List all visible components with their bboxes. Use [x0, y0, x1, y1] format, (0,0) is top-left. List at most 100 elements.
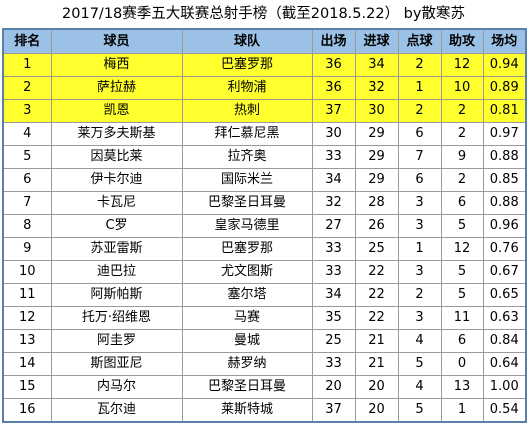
player-cell: 斯图亚尼	[50, 352, 183, 376]
player-cell: 迪巴拉	[50, 260, 183, 284]
team-cell: 拜仁慕尼黑	[181, 122, 313, 146]
rank-cell: 1	[2, 53, 52, 77]
apps-cell: 25	[311, 329, 356, 353]
rank-cell: 2	[2, 76, 52, 100]
goals-cell: 29	[354, 168, 399, 192]
goals-cell: 22	[354, 306, 399, 330]
player-cell: 苏亚雷斯	[50, 237, 183, 261]
table-row: 1 梅西 巴塞罗那 36 34 2 12 0.94	[2, 53, 527, 77]
average-cell: 0.84	[482, 329, 527, 353]
player-cell: 萨拉赫	[50, 76, 183, 100]
penalties-cell: 7	[397, 145, 442, 169]
table-header-row: 排名 球员 球队 出场 进球 点球 助攻 场均	[2, 28, 527, 54]
table-row: 12 托万·绍维恩 马赛 35 22 3 11 0.63	[2, 306, 527, 330]
goals-cell: 21	[354, 329, 399, 353]
penalties-cell: 1	[397, 237, 442, 261]
team-cell: 利物浦	[181, 76, 313, 100]
player-cell: 阿圭罗	[50, 329, 183, 353]
assists-cell: 11	[440, 306, 484, 330]
column-header-goals: 进球	[354, 28, 399, 54]
goals-cell: 20	[354, 375, 399, 399]
penalties-cell: 1	[397, 76, 442, 100]
average-cell: 0.63	[482, 306, 527, 330]
table-row: 7 卡瓦尼 巴黎圣日耳曼 32 28 3 6 0.88	[2, 191, 527, 215]
team-cell: 赫罗纳	[181, 352, 313, 376]
player-cell: 内马尔	[50, 375, 183, 399]
average-cell: 0.88	[482, 191, 527, 215]
column-header-apps: 出场	[311, 28, 356, 54]
apps-cell: 37	[311, 398, 356, 423]
assists-cell: 2	[440, 122, 484, 146]
page-title: 2017/18赛季五大联赛总射手榜（截至2018.5.22） by散寒苏	[62, 6, 465, 22]
penalties-cell: 3	[397, 306, 442, 330]
assists-cell: 2	[440, 99, 484, 123]
average-cell: 0.64	[482, 352, 527, 376]
column-header-penalties: 点球	[397, 28, 442, 54]
team-cell: 拉齐奥	[181, 145, 313, 169]
column-header-rank: 排名	[2, 28, 52, 54]
player-cell: 托万·绍维恩	[50, 306, 183, 330]
goals-cell: 20	[354, 398, 399, 423]
team-cell: 巴黎圣日耳曼	[181, 191, 313, 215]
rank-cell: 8	[2, 214, 52, 238]
team-cell: 热刺	[181, 99, 313, 123]
goals-cell: 29	[354, 145, 399, 169]
team-cell: 莱斯特城	[181, 398, 313, 423]
rank-cell: 4	[2, 122, 52, 146]
rank-cell: 9	[2, 237, 52, 261]
penalties-cell: 4	[397, 329, 442, 353]
table-row: 3 凯恩 热刺 37 30 2 2 0.81	[2, 99, 527, 123]
rank-cell: 7	[2, 191, 52, 215]
assists-cell: 12	[440, 53, 484, 77]
team-cell: 马赛	[181, 306, 313, 330]
player-cell: 梅西	[50, 53, 183, 77]
penalties-cell: 2	[397, 283, 442, 307]
average-cell: 0.76	[482, 237, 527, 261]
average-cell: 0.97	[482, 122, 527, 146]
goals-cell: 34	[354, 53, 399, 77]
rank-cell: 15	[2, 375, 52, 399]
team-cell: 巴黎圣日耳曼	[181, 375, 313, 399]
apps-cell: 33	[311, 352, 356, 376]
assists-cell: 2	[440, 168, 484, 192]
table-row: 13 阿圭罗 曼城 25 21 4 6 0.84	[2, 329, 527, 353]
assists-cell: 1	[440, 398, 484, 423]
apps-cell: 35	[311, 306, 356, 330]
assists-cell: 10	[440, 76, 484, 100]
table-row: 14 斯图亚尼 赫罗纳 33 21 5 0 0.64	[2, 352, 527, 376]
column-header-player: 球员	[50, 28, 183, 54]
table-row: 4 莱万多夫斯基 拜仁慕尼黑 30 29 6 2 0.97	[2, 122, 527, 146]
assists-cell: 9	[440, 145, 484, 169]
rank-cell: 11	[2, 283, 52, 307]
assists-cell: 5	[440, 260, 484, 284]
top-scorers-table: 排名 球员 球队 出场 进球 点球 助攻 场均 1 梅西 巴塞罗那 36 34 2 12 0.…	[2, 28, 527, 423]
team-cell: 塞尔塔	[181, 283, 313, 307]
penalties-cell: 2	[397, 53, 442, 77]
column-header-assists: 助攻	[440, 28, 484, 54]
apps-cell: 34	[311, 168, 356, 192]
rank-cell: 3	[2, 99, 52, 123]
player-cell: C罗	[50, 214, 183, 238]
assists-cell: 13	[440, 375, 484, 399]
goals-cell: 30	[354, 99, 399, 123]
team-cell: 皇家马德里	[181, 214, 313, 238]
apps-cell: 36	[311, 53, 356, 77]
apps-cell: 34	[311, 283, 356, 307]
rank-cell: 12	[2, 306, 52, 330]
penalties-cell: 3	[397, 260, 442, 284]
rank-cell: 14	[2, 352, 52, 376]
team-cell: 巴塞罗那	[181, 53, 313, 77]
table-body: 1 梅西 巴塞罗那 36 34 2 12 0.94 2 萨拉赫 利物浦 36 32 1 10 0.89 3 凯恩热…	[2, 53, 527, 423]
table-row: 6 伊卡尔迪 国际米兰 34 29 6 2 0.85	[2, 168, 527, 192]
goals-cell: 25	[354, 237, 399, 261]
table-row: 8 C罗 皇家马德里 27 26 3 5 0.96	[2, 214, 527, 238]
table-row: 5 因莫比莱 拉齐奥 33 29 7 9 0.88	[2, 145, 527, 169]
apps-cell: 30	[311, 122, 356, 146]
goals-cell: 22	[354, 260, 399, 284]
apps-cell: 33	[311, 145, 356, 169]
player-cell: 凯恩	[50, 99, 183, 123]
average-cell: 0.96	[482, 214, 527, 238]
team-cell: 巴塞罗那	[181, 237, 313, 261]
goals-cell: 22	[354, 283, 399, 307]
